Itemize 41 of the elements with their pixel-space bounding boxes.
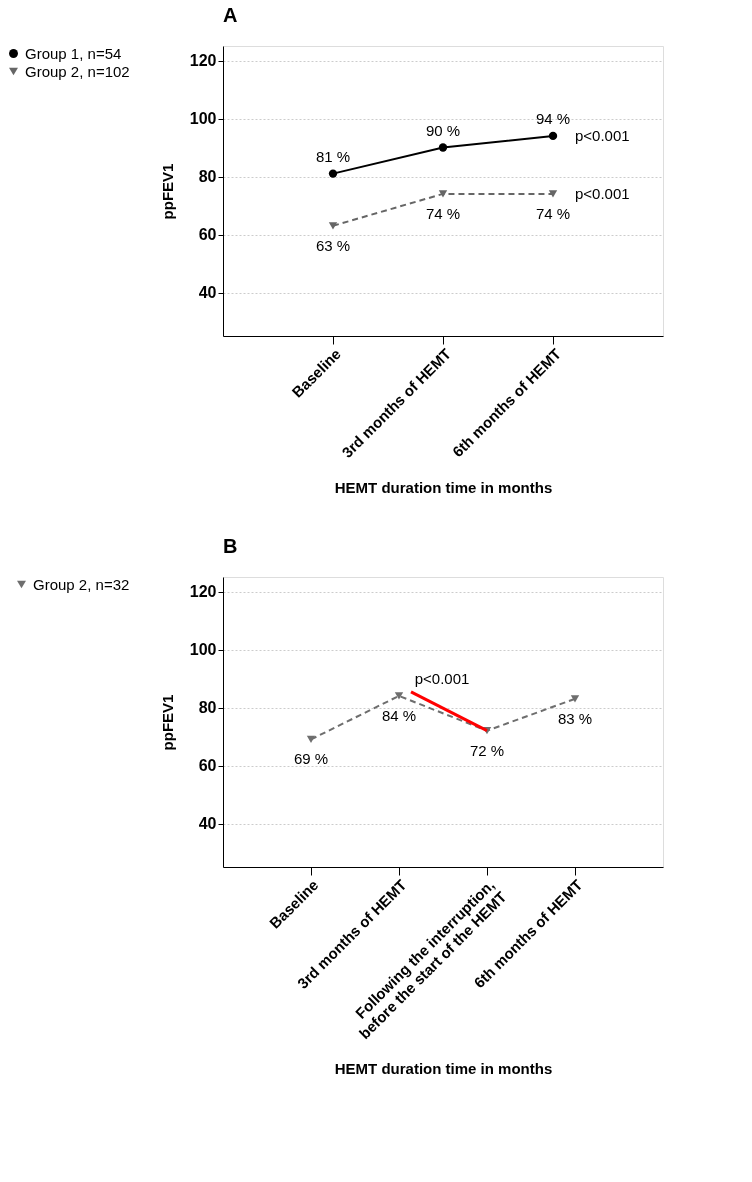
legend-label: Group 2, n=102: [25, 62, 130, 80]
data-label: 83 %: [557, 709, 593, 727]
y-tick-label: 120: [189, 583, 217, 600]
y-tick-label: 100: [189, 641, 217, 658]
chart-title: A: [223, 4, 238, 26]
x-axis-title: HEMT duration time in months: [334, 478, 553, 496]
point: [328, 222, 338, 230]
point: [328, 169, 338, 178]
legend-label: Group 1, n=54: [25, 44, 122, 62]
data-label: 84 %: [381, 706, 417, 724]
annotation: p<0.001: [575, 126, 630, 144]
point: [548, 190, 558, 198]
point: [438, 190, 448, 198]
point: [306, 735, 316, 744]
point: [394, 692, 404, 700]
y-axis-title: ppFEV1: [158, 163, 176, 220]
data-label: 72 %: [469, 741, 505, 759]
legend-label: Group 2, n=32: [33, 575, 130, 593]
y-tick-label: 60: [198, 226, 217, 243]
y-tick-label: 40: [198, 284, 217, 301]
data-label: 63 %: [315, 236, 351, 254]
y-tick-label: 80: [198, 699, 217, 716]
x-axis-title: HEMT duration time in months: [334, 1060, 553, 1078]
data-label: 69 %: [293, 750, 329, 768]
y-tick-label: 40: [198, 815, 217, 832]
y-tick-label: 80: [198, 168, 217, 185]
data-label: 74 %: [425, 204, 461, 222]
data-label: 74 %: [535, 204, 571, 222]
y-tick-label: 100: [189, 110, 217, 127]
data-label: 94 %: [535, 109, 571, 127]
y-axis-title: ppFEV1: [158, 694, 176, 751]
point: [570, 695, 580, 703]
point: [438, 143, 448, 152]
y-tick-label: 60: [198, 757, 217, 774]
data-label: 81 %: [315, 147, 351, 165]
point: [548, 131, 558, 141]
annotation: p<0.001: [414, 669, 470, 687]
y-tick-label: 120: [189, 52, 217, 69]
annotation: p<0.001: [575, 184, 630, 202]
data-label: 90 %: [425, 121, 461, 139]
chart-title: B: [223, 535, 238, 557]
